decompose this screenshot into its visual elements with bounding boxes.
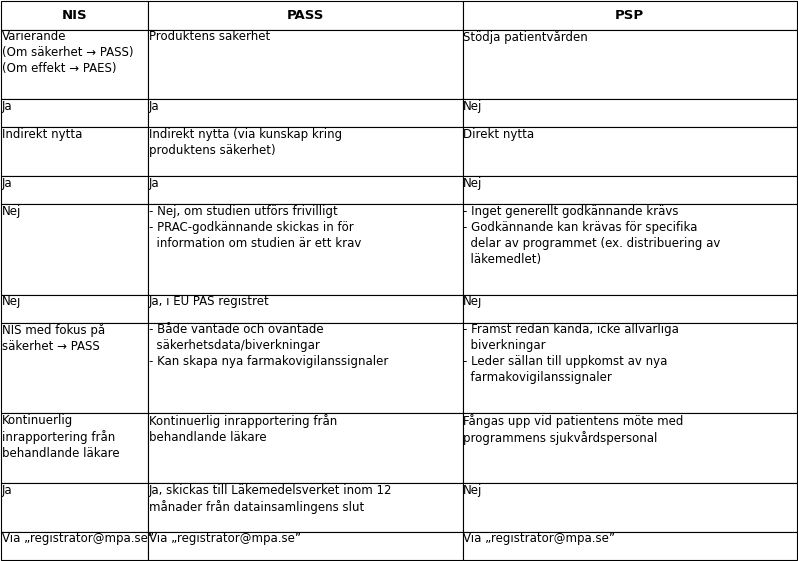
- Text: Produktens säkerhet: Produktens säkerhet: [149, 30, 271, 43]
- Text: Indirekt nytta: Indirekt nytta: [2, 128, 82, 141]
- Text: Nej: Nej: [464, 100, 483, 113]
- Bar: [2, 1, 148, 30]
- Bar: [463, 99, 796, 127]
- Text: NIS med fokus på
säkerhet → PASS: NIS med fokus på säkerhet → PASS: [2, 323, 105, 353]
- Bar: [463, 483, 796, 532]
- Bar: [2, 295, 148, 323]
- Bar: [2, 127, 148, 176]
- Bar: [148, 532, 463, 560]
- Text: Ja, skickas till Läkemedelsverket inom 12
månader från datainsamlingens slut: Ja, skickas till Läkemedelsverket inom 1…: [149, 484, 393, 514]
- Bar: [2, 532, 148, 560]
- Text: Indirekt nytta (via kunskap kring
produktens säkerhet): Indirekt nytta (via kunskap kring produk…: [149, 128, 342, 157]
- Bar: [148, 176, 463, 204]
- Bar: [463, 30, 796, 99]
- Text: Kontinuerlig
inrapportering från
behandlande läkare: Kontinuerlig inrapportering från behandl…: [2, 414, 120, 460]
- Text: Nej: Nej: [464, 484, 483, 496]
- Text: Via „registrator@mpa.se”: Via „registrator@mpa.se”: [2, 532, 154, 545]
- Bar: [148, 483, 463, 532]
- Bar: [148, 1, 463, 30]
- Text: Via „registrator@mpa.se”: Via „registrator@mpa.se”: [149, 532, 301, 545]
- Text: Ja: Ja: [2, 100, 13, 113]
- Bar: [463, 323, 796, 413]
- Text: - Inget generellt godkännande krävs
- Godkännande kan krävas för specifika
  del: - Inget generellt godkännande krävs - Go…: [464, 205, 721, 266]
- Text: PSP: PSP: [615, 9, 644, 22]
- Text: - Både väntade och oväntade
  säkerhetsdata/biverkningar
- Kan skapa nya farmako: - Både väntade och oväntade säkerhetsdat…: [149, 323, 389, 369]
- Text: - Nej, om studien utförs frivilligt
- PRAC-godkännande skickas in för
  informat: - Nej, om studien utförs frivilligt - PR…: [149, 205, 361, 250]
- Bar: [463, 413, 796, 483]
- Bar: [463, 176, 796, 204]
- Bar: [148, 99, 463, 127]
- Text: Ja: Ja: [149, 177, 160, 190]
- Text: Kontinuerlig inrapportering från
behandlande läkare: Kontinuerlig inrapportering från behandl…: [149, 414, 338, 444]
- Text: Fångas upp vid patientens möte med
programmens sjukvårdspersonal: Fångas upp vid patientens möte med progr…: [464, 414, 684, 445]
- Bar: [2, 204, 148, 295]
- Bar: [148, 204, 463, 295]
- Bar: [2, 30, 148, 99]
- Bar: [2, 176, 148, 204]
- Text: Ja, i EU PAS registret: Ja, i EU PAS registret: [149, 295, 270, 309]
- Bar: [148, 295, 463, 323]
- Bar: [148, 30, 463, 99]
- Text: - Främst redan kända, icke allvarliga
  biverkningar
- Leder sällan till uppkoms: - Främst redan kända, icke allvarliga bi…: [464, 323, 679, 384]
- Text: Ja: Ja: [149, 100, 160, 113]
- Text: Varierande
(Om säkerhet → PASS)
(Om effekt → PAES): Varierande (Om säkerhet → PASS) (Om effe…: [2, 30, 133, 75]
- Bar: [148, 413, 463, 483]
- Text: Stödja patientvården: Stödja patientvården: [464, 30, 588, 44]
- Text: Nej: Nej: [464, 295, 483, 309]
- Text: Direkt nytta: Direkt nytta: [464, 128, 535, 141]
- Bar: [2, 99, 148, 127]
- Bar: [463, 127, 796, 176]
- Bar: [2, 413, 148, 483]
- Text: PASS: PASS: [286, 9, 324, 22]
- Text: Nej: Nej: [2, 205, 22, 218]
- Bar: [463, 532, 796, 560]
- Text: Nej: Nej: [464, 177, 483, 190]
- Text: Ja: Ja: [2, 177, 13, 190]
- Text: NIS: NIS: [62, 9, 88, 22]
- Bar: [463, 1, 796, 30]
- Bar: [2, 483, 148, 532]
- Bar: [463, 204, 796, 295]
- Text: Nej: Nej: [2, 295, 22, 309]
- Bar: [148, 323, 463, 413]
- Text: Ja: Ja: [2, 484, 13, 496]
- Bar: [2, 323, 148, 413]
- Bar: [148, 127, 463, 176]
- Text: Via „registrator@mpa.se”: Via „registrator@mpa.se”: [464, 532, 615, 545]
- Bar: [463, 295, 796, 323]
